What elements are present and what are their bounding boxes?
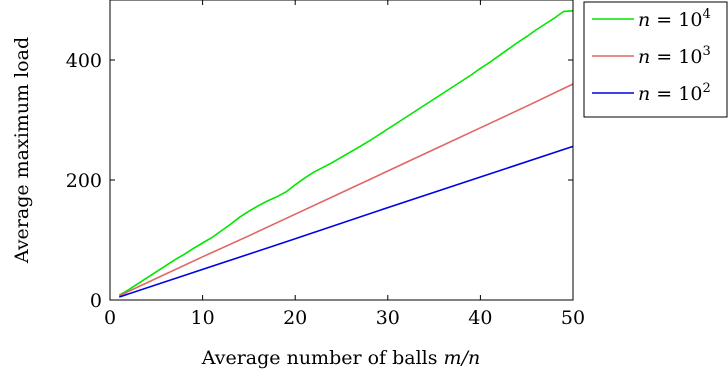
series-line-2 [119, 145, 574, 298]
y-tick-label: 400 [66, 50, 102, 72]
series-line-0 [118, 10, 574, 296]
legend-label-1: n = 103 [638, 44, 711, 68]
y-axis-label: Average maximum load [11, 37, 33, 264]
legend-label-0: n = 104 [638, 7, 711, 31]
x-tick-label: 40 [468, 307, 492, 329]
ticks [109, 0, 574, 301]
legend-label-2: n = 102 [638, 81, 711, 105]
legend: n = 104 n = 103 n = 102 [583, 1, 728, 118]
x-tick-label: 0 [104, 307, 116, 329]
plot-lines [118, 10, 574, 298]
x-tick-label: 20 [283, 307, 307, 329]
x-tick-label: 50 [561, 307, 585, 329]
y-tick-label: 0 [90, 290, 102, 312]
series-line-1 [118, 83, 574, 297]
plot-frame [109, 0, 574, 301]
legend-box [583, 1, 728, 118]
x-axis-label: Average number of balls m/n [201, 347, 480, 369]
x-tick-label: 10 [191, 307, 215, 329]
tick-labels: 0 10 20 30 40 50 0 200 400 [66, 50, 585, 329]
y-tick-label: 200 [66, 170, 102, 192]
x-tick-label: 30 [376, 307, 400, 329]
